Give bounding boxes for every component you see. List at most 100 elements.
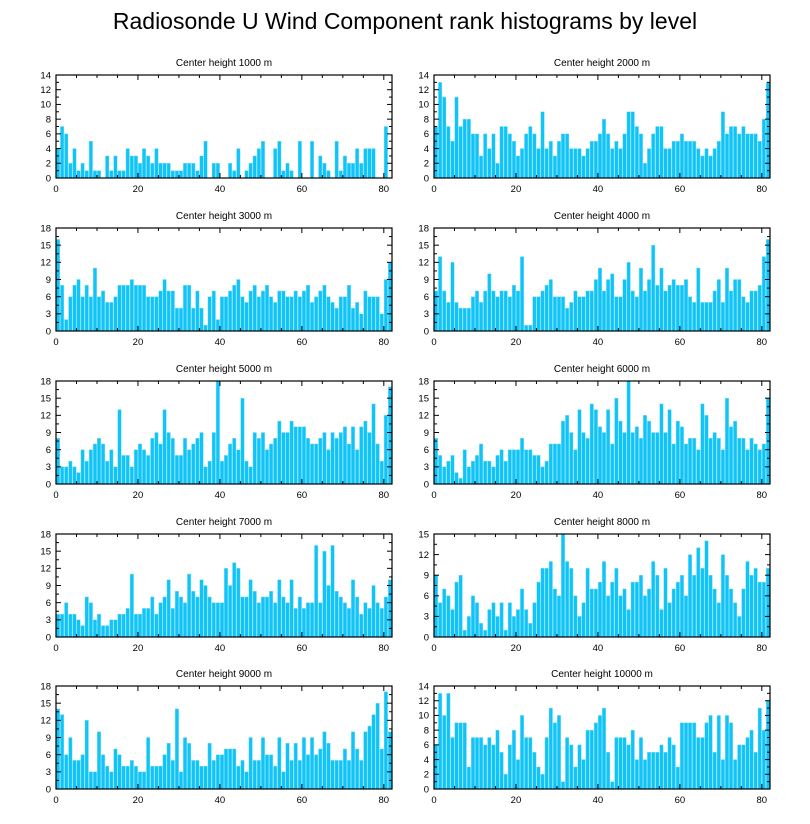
bar xyxy=(548,279,553,332)
bar xyxy=(125,608,130,638)
bar xyxy=(622,432,627,485)
bar xyxy=(379,748,384,790)
bar xyxy=(692,575,697,638)
bar xyxy=(483,744,488,790)
bar xyxy=(215,380,220,485)
bar xyxy=(232,285,237,332)
bar xyxy=(573,595,578,638)
bar xyxy=(232,170,237,179)
bar xyxy=(688,141,693,179)
bar xyxy=(355,449,360,485)
bar xyxy=(342,426,347,485)
bar xyxy=(741,588,746,638)
bar xyxy=(117,754,122,790)
bar xyxy=(129,466,134,485)
bar xyxy=(708,302,713,332)
bar xyxy=(565,561,570,638)
bar xyxy=(236,765,241,790)
y-tick-label: 6 xyxy=(46,445,51,456)
bar xyxy=(199,155,204,179)
bar xyxy=(528,623,533,638)
y-tick-label: 15 xyxy=(40,240,51,251)
bar xyxy=(379,313,384,332)
bar xyxy=(487,737,492,790)
bar xyxy=(725,397,729,485)
bar xyxy=(470,133,475,179)
bar xyxy=(224,296,229,332)
bar xyxy=(614,296,619,332)
bar xyxy=(667,737,672,790)
bar xyxy=(330,760,335,790)
y-tick-label: 6 xyxy=(424,591,429,602)
bar xyxy=(330,545,335,638)
bar xyxy=(306,438,310,485)
bar xyxy=(638,267,643,332)
x-tick-label: 40 xyxy=(215,490,226,501)
bar xyxy=(68,737,73,790)
bar xyxy=(179,596,183,638)
bar xyxy=(495,729,500,790)
bar xyxy=(215,602,220,638)
bar xyxy=(557,141,561,179)
bar xyxy=(88,602,93,638)
bar xyxy=(757,141,762,179)
y-tick-label: 3 xyxy=(46,462,51,473)
bar xyxy=(183,438,188,485)
bar xyxy=(191,591,196,638)
x-tick-label: 20 xyxy=(511,490,522,501)
x-tick-label: 0 xyxy=(53,337,58,348)
bar xyxy=(150,438,155,485)
bar xyxy=(659,744,664,790)
y-tick-label: 18 xyxy=(418,223,429,234)
bar xyxy=(712,588,717,638)
bar xyxy=(154,296,159,332)
bar xyxy=(638,438,643,485)
bar xyxy=(64,754,69,790)
bar xyxy=(548,141,553,179)
bar xyxy=(528,449,533,485)
x-tick-label: 0 xyxy=(53,795,58,806)
bar xyxy=(215,754,220,790)
x-tick-label: 60 xyxy=(675,795,686,806)
bar xyxy=(183,163,188,179)
bar xyxy=(306,285,310,332)
bar xyxy=(520,715,525,790)
bar xyxy=(244,596,249,638)
bar xyxy=(207,296,212,332)
y-tick-label: 6 xyxy=(46,750,51,761)
bar xyxy=(696,148,701,179)
bar xyxy=(199,579,204,638)
bar xyxy=(475,133,479,179)
bar xyxy=(561,133,566,179)
bar xyxy=(626,609,631,638)
bar xyxy=(199,432,204,485)
bar xyxy=(679,722,684,790)
bar xyxy=(720,759,725,790)
bar xyxy=(117,285,122,332)
bar xyxy=(475,602,479,638)
bar xyxy=(536,766,541,790)
bar xyxy=(379,608,384,638)
bar xyxy=(195,290,200,332)
bar xyxy=(187,163,192,179)
bar xyxy=(557,595,561,638)
bar xyxy=(536,148,541,179)
bar xyxy=(487,460,492,485)
bar xyxy=(269,443,274,485)
bar xyxy=(383,279,388,332)
bar xyxy=(741,744,746,790)
bar xyxy=(273,302,278,332)
bar xyxy=(281,771,286,790)
bar xyxy=(129,279,134,332)
bar xyxy=(745,449,750,485)
x-tick-label: 40 xyxy=(215,795,226,806)
bar xyxy=(581,759,586,790)
bar xyxy=(252,432,257,485)
bar xyxy=(544,285,549,332)
bar xyxy=(236,279,241,332)
bar xyxy=(495,163,500,179)
bar xyxy=(359,426,364,485)
bar xyxy=(289,170,294,179)
bar xyxy=(708,438,713,485)
x-tick-label: 60 xyxy=(675,490,686,501)
